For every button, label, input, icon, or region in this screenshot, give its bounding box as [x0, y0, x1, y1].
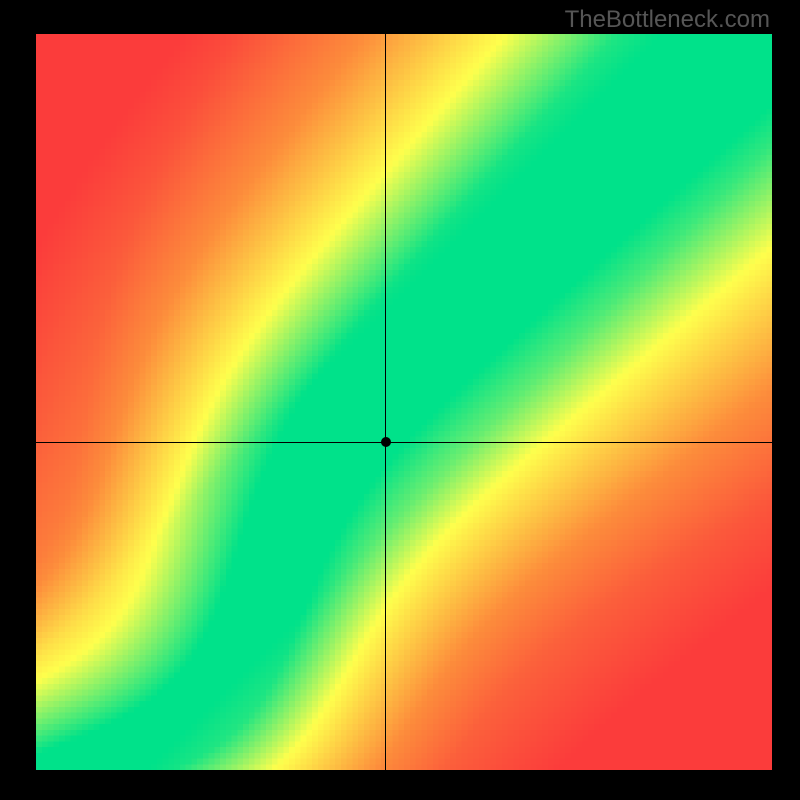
bottleneck-heatmap: [36, 34, 772, 770]
crosshair-vertical: [385, 34, 386, 770]
watermark-label: TheBottleneck.com: [565, 6, 770, 34]
crosshair-horizontal: [36, 442, 772, 443]
chart-container: TheBottleneck.com: [0, 0, 800, 800]
